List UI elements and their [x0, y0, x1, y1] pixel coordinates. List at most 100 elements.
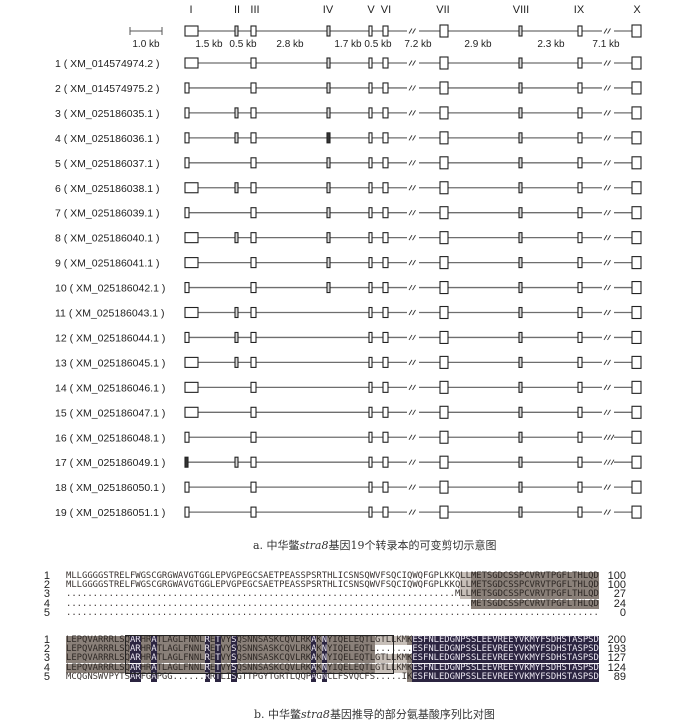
residue: S [577, 662, 583, 673]
residue: . [316, 589, 322, 600]
residue: . [300, 598, 306, 609]
sequence-row: MLLGGGGSTRELFWGSCGRGWAVGTGGLEPVGPEGCSAET… [66, 572, 599, 581]
residue: V [220, 635, 226, 645]
residue: Q [359, 653, 365, 664]
residue: S [417, 653, 423, 664]
exon-VIII [518, 232, 523, 244]
residue: I [225, 671, 232, 682]
break-mark-icon [408, 85, 413, 91]
residue: E [502, 644, 509, 655]
residue: . [359, 607, 365, 618]
residue: I [332, 644, 338, 655]
residue: D [497, 598, 503, 609]
residue: . [518, 607, 525, 618]
residue: L [124, 580, 130, 591]
residue: P [460, 644, 466, 655]
residue: . [124, 589, 130, 600]
residue: C [151, 580, 157, 591]
caption-b-prefix: b. 中华鳖 [254, 708, 302, 721]
residue: . [545, 607, 551, 618]
break-mark-icon [603, 185, 608, 191]
residue: . [433, 589, 439, 600]
residue: M [66, 580, 72, 591]
residue: . [113, 598, 120, 609]
residue: L [220, 671, 226, 682]
exon-VII [439, 305, 449, 320]
residue: H [140, 644, 146, 655]
residue: A [129, 662, 136, 673]
residue: . [231, 589, 237, 600]
residue: . [300, 589, 306, 600]
residue: . [199, 598, 205, 609]
residue: . [103, 589, 109, 600]
residue: . [486, 607, 493, 618]
break-mark-icon [412, 434, 416, 440]
residue: Y [534, 644, 541, 655]
residue: Y [513, 662, 519, 673]
residue: K [449, 571, 455, 581]
exon-VIII [518, 381, 523, 393]
break-gap [602, 434, 614, 441]
residue: G [172, 653, 178, 664]
break-mark-icon [412, 309, 416, 316]
residue: Q [81, 662, 88, 673]
exon-VI [382, 157, 389, 169]
residue: G [428, 571, 434, 581]
residue: L [113, 644, 120, 655]
residue: T [572, 571, 578, 581]
residue: . [92, 607, 98, 618]
residue: G [231, 580, 237, 591]
residue: R [161, 580, 168, 591]
caption-a: a. 中华鳖stra8基因19个转录本的可变剪切示意图 [253, 537, 496, 553]
residue: T [156, 653, 162, 664]
transcript-label: 16 ( XM_025186048.1 ) [55, 432, 165, 444]
exon-X [631, 56, 642, 70]
residue: . [97, 598, 104, 609]
residue: V [87, 635, 93, 645]
residue: . [582, 607, 589, 618]
residue: S [588, 644, 594, 655]
residue: E [486, 644, 493, 655]
residue: T [156, 662, 162, 673]
break-mark-icon [408, 384, 413, 391]
exon-VI [382, 207, 389, 219]
break-gap [407, 509, 419, 516]
residue: R [145, 635, 152, 645]
residue: L [582, 580, 589, 591]
residue: S [513, 571, 519, 581]
exon-V [368, 356, 373, 368]
residue: L [465, 589, 471, 600]
residue: R [209, 671, 216, 682]
residue: G [81, 580, 88, 591]
residue: H [327, 571, 333, 581]
residue: N [321, 635, 328, 645]
residue: A [92, 635, 98, 645]
residue: . [353, 589, 360, 600]
residue: P [305, 580, 312, 591]
break-mark-icon [603, 259, 608, 266]
exon-I [184, 431, 190, 443]
residue: Y [534, 662, 541, 673]
residue: . [188, 589, 194, 600]
residue: V [518, 644, 525, 655]
residue: . [438, 589, 445, 600]
residue: . [156, 589, 162, 600]
residue: G [556, 598, 562, 609]
residue: Q [81, 653, 88, 664]
break-gap [602, 384, 614, 391]
exon-VII [439, 106, 449, 120]
residue: G [556, 580, 562, 591]
residue: . [172, 589, 178, 600]
residue: Y [513, 644, 519, 655]
sequence-number: 4 [43, 661, 50, 674]
exon-label: II [234, 4, 240, 16]
residue: R [113, 580, 120, 591]
residue: S [268, 635, 274, 645]
residue: E [502, 671, 509, 682]
residue: . [396, 671, 402, 682]
residue: G [449, 635, 455, 645]
residue: K [316, 635, 322, 645]
exon-VI [382, 182, 389, 194]
break-mark-icon [603, 110, 608, 116]
exon-VI [382, 82, 389, 94]
